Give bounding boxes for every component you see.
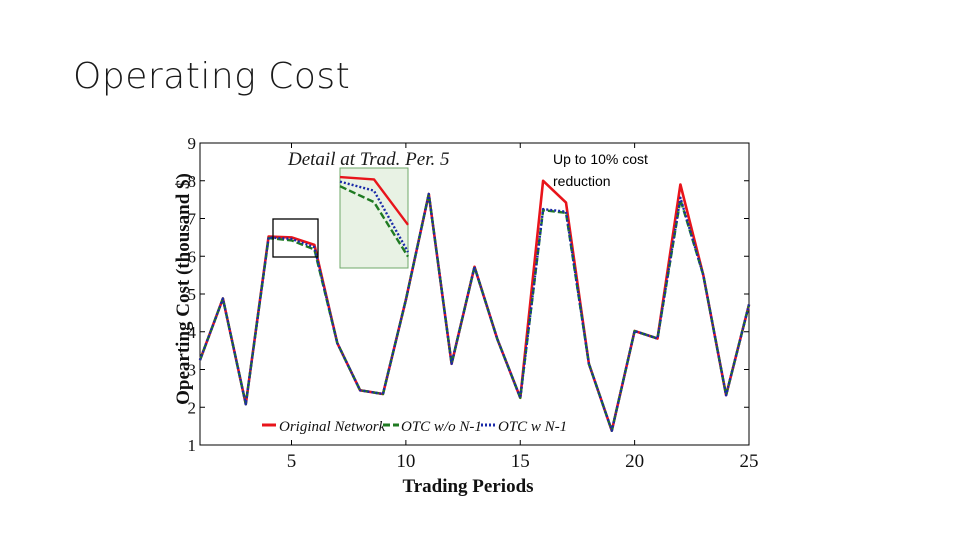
zoom-box	[272, 218, 319, 258]
y-tick-label: 9	[188, 134, 197, 153]
cost-reduction-annotation: Up to 10% cost reduction	[553, 151, 648, 189]
y-tick-label: 8	[188, 172, 197, 191]
x-tick-label: 25	[740, 451, 759, 472]
y-tick-label: 1	[188, 436, 197, 455]
x-tick-label: 15	[511, 451, 530, 472]
x-tick-label: 5	[287, 451, 297, 472]
series-layer	[198, 179, 751, 433]
x-tick-label: 10	[396, 451, 415, 472]
inset-title: Detail at Trad. Per. 5	[287, 149, 450, 170]
y-tick-label: 5	[188, 285, 197, 304]
legend: Original Network OTC w/o N-1 OTC w N-1	[262, 419, 567, 435]
inset-panel	[339, 167, 409, 269]
series-line-otc-w	[198, 192, 751, 432]
inset-line-otc-wo	[339, 185, 410, 258]
inset-line-otc-w	[339, 180, 410, 253]
series-line-original	[198, 179, 751, 433]
y-tick-label: 4	[188, 323, 197, 342]
plot-area	[199, 142, 750, 446]
inset-line-original	[339, 175, 409, 226]
y-axis: 1 2 3 4 5 6 7 8 9	[188, 134, 749, 455]
legend-label-original: Original Network	[279, 419, 386, 435]
x-tick-label: 20	[625, 451, 644, 472]
inset-series-layer	[339, 175, 410, 258]
y-tick-label: 7	[188, 210, 197, 229]
legend-label-otc-wo: OTC w/o N-1	[401, 419, 482, 435]
x-axis: 5 10 15 20 25	[287, 143, 759, 472]
y-tick-label: 2	[188, 398, 197, 417]
y-tick-label: 3	[188, 361, 197, 380]
y-tick-label: 6	[188, 247, 197, 266]
legend-label-otc-w: OTC w N-1	[498, 419, 567, 435]
slide-title: Operating Cost	[73, 56, 351, 97]
x-axis-label: Trading Periods	[402, 476, 533, 497]
series-line-otc-wo	[198, 192, 751, 432]
y-axis-label: Opearting Cost (thousand $)	[173, 173, 194, 405]
